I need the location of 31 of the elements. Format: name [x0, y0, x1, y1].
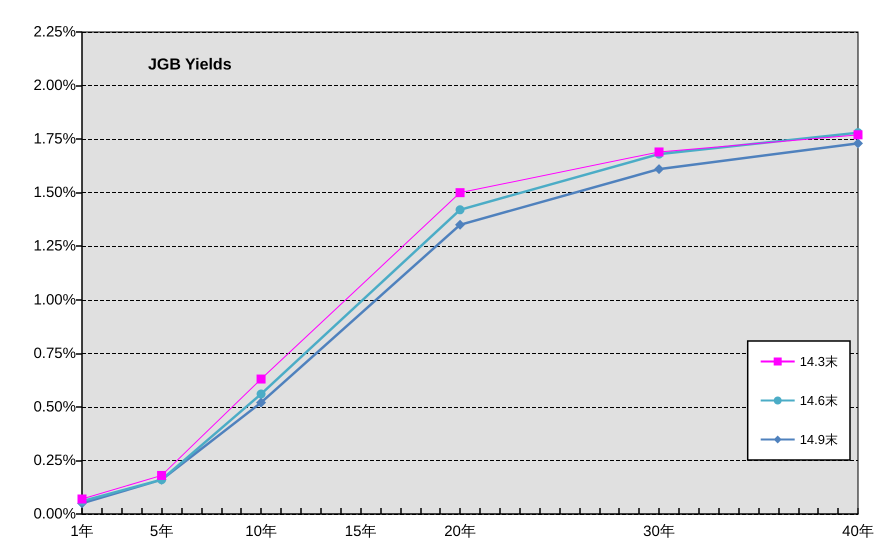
x-tick-label: 1年 [70, 523, 94, 540]
legend-label: 14.3末 [800, 354, 838, 369]
legend-label: 14.6末 [800, 393, 838, 408]
point [256, 374, 266, 384]
y-tick-label: 0.00% [33, 506, 76, 522]
point [853, 138, 863, 148]
text: JGB Yields [148, 56, 232, 74]
x-tick-label: 30年 [643, 523, 675, 540]
y-tick-label: 2.25% [33, 24, 76, 40]
x-tick-label: 40年 [842, 523, 874, 540]
y-tick-label: 1.00% [33, 291, 76, 308]
y-tick-label: 0.50% [33, 398, 76, 416]
y-tick-label: 2.00% [33, 77, 76, 94]
point [654, 147, 664, 156]
y-tick-label: 0.25% [33, 452, 76, 469]
point [456, 188, 465, 198]
point [455, 220, 466, 230]
point [654, 164, 664, 174]
point [157, 470, 166, 480]
x-tick-label: 5年 [150, 523, 174, 540]
point [256, 398, 266, 408]
x-tick-label: 20年 [444, 523, 476, 540]
point [456, 205, 465, 214]
legend-label: 14.9末 [800, 432, 838, 447]
x-tick-label: 10年 [245, 523, 277, 540]
point [256, 390, 266, 399]
y-tick-label: 1.25% [33, 238, 76, 255]
y-tick-label: 1.50% [33, 184, 76, 202]
x-tick-label: 15年 [344, 523, 376, 540]
y-tick-label: 0.75% [33, 344, 76, 362]
y-tick-label: 1.75% [33, 130, 76, 148]
